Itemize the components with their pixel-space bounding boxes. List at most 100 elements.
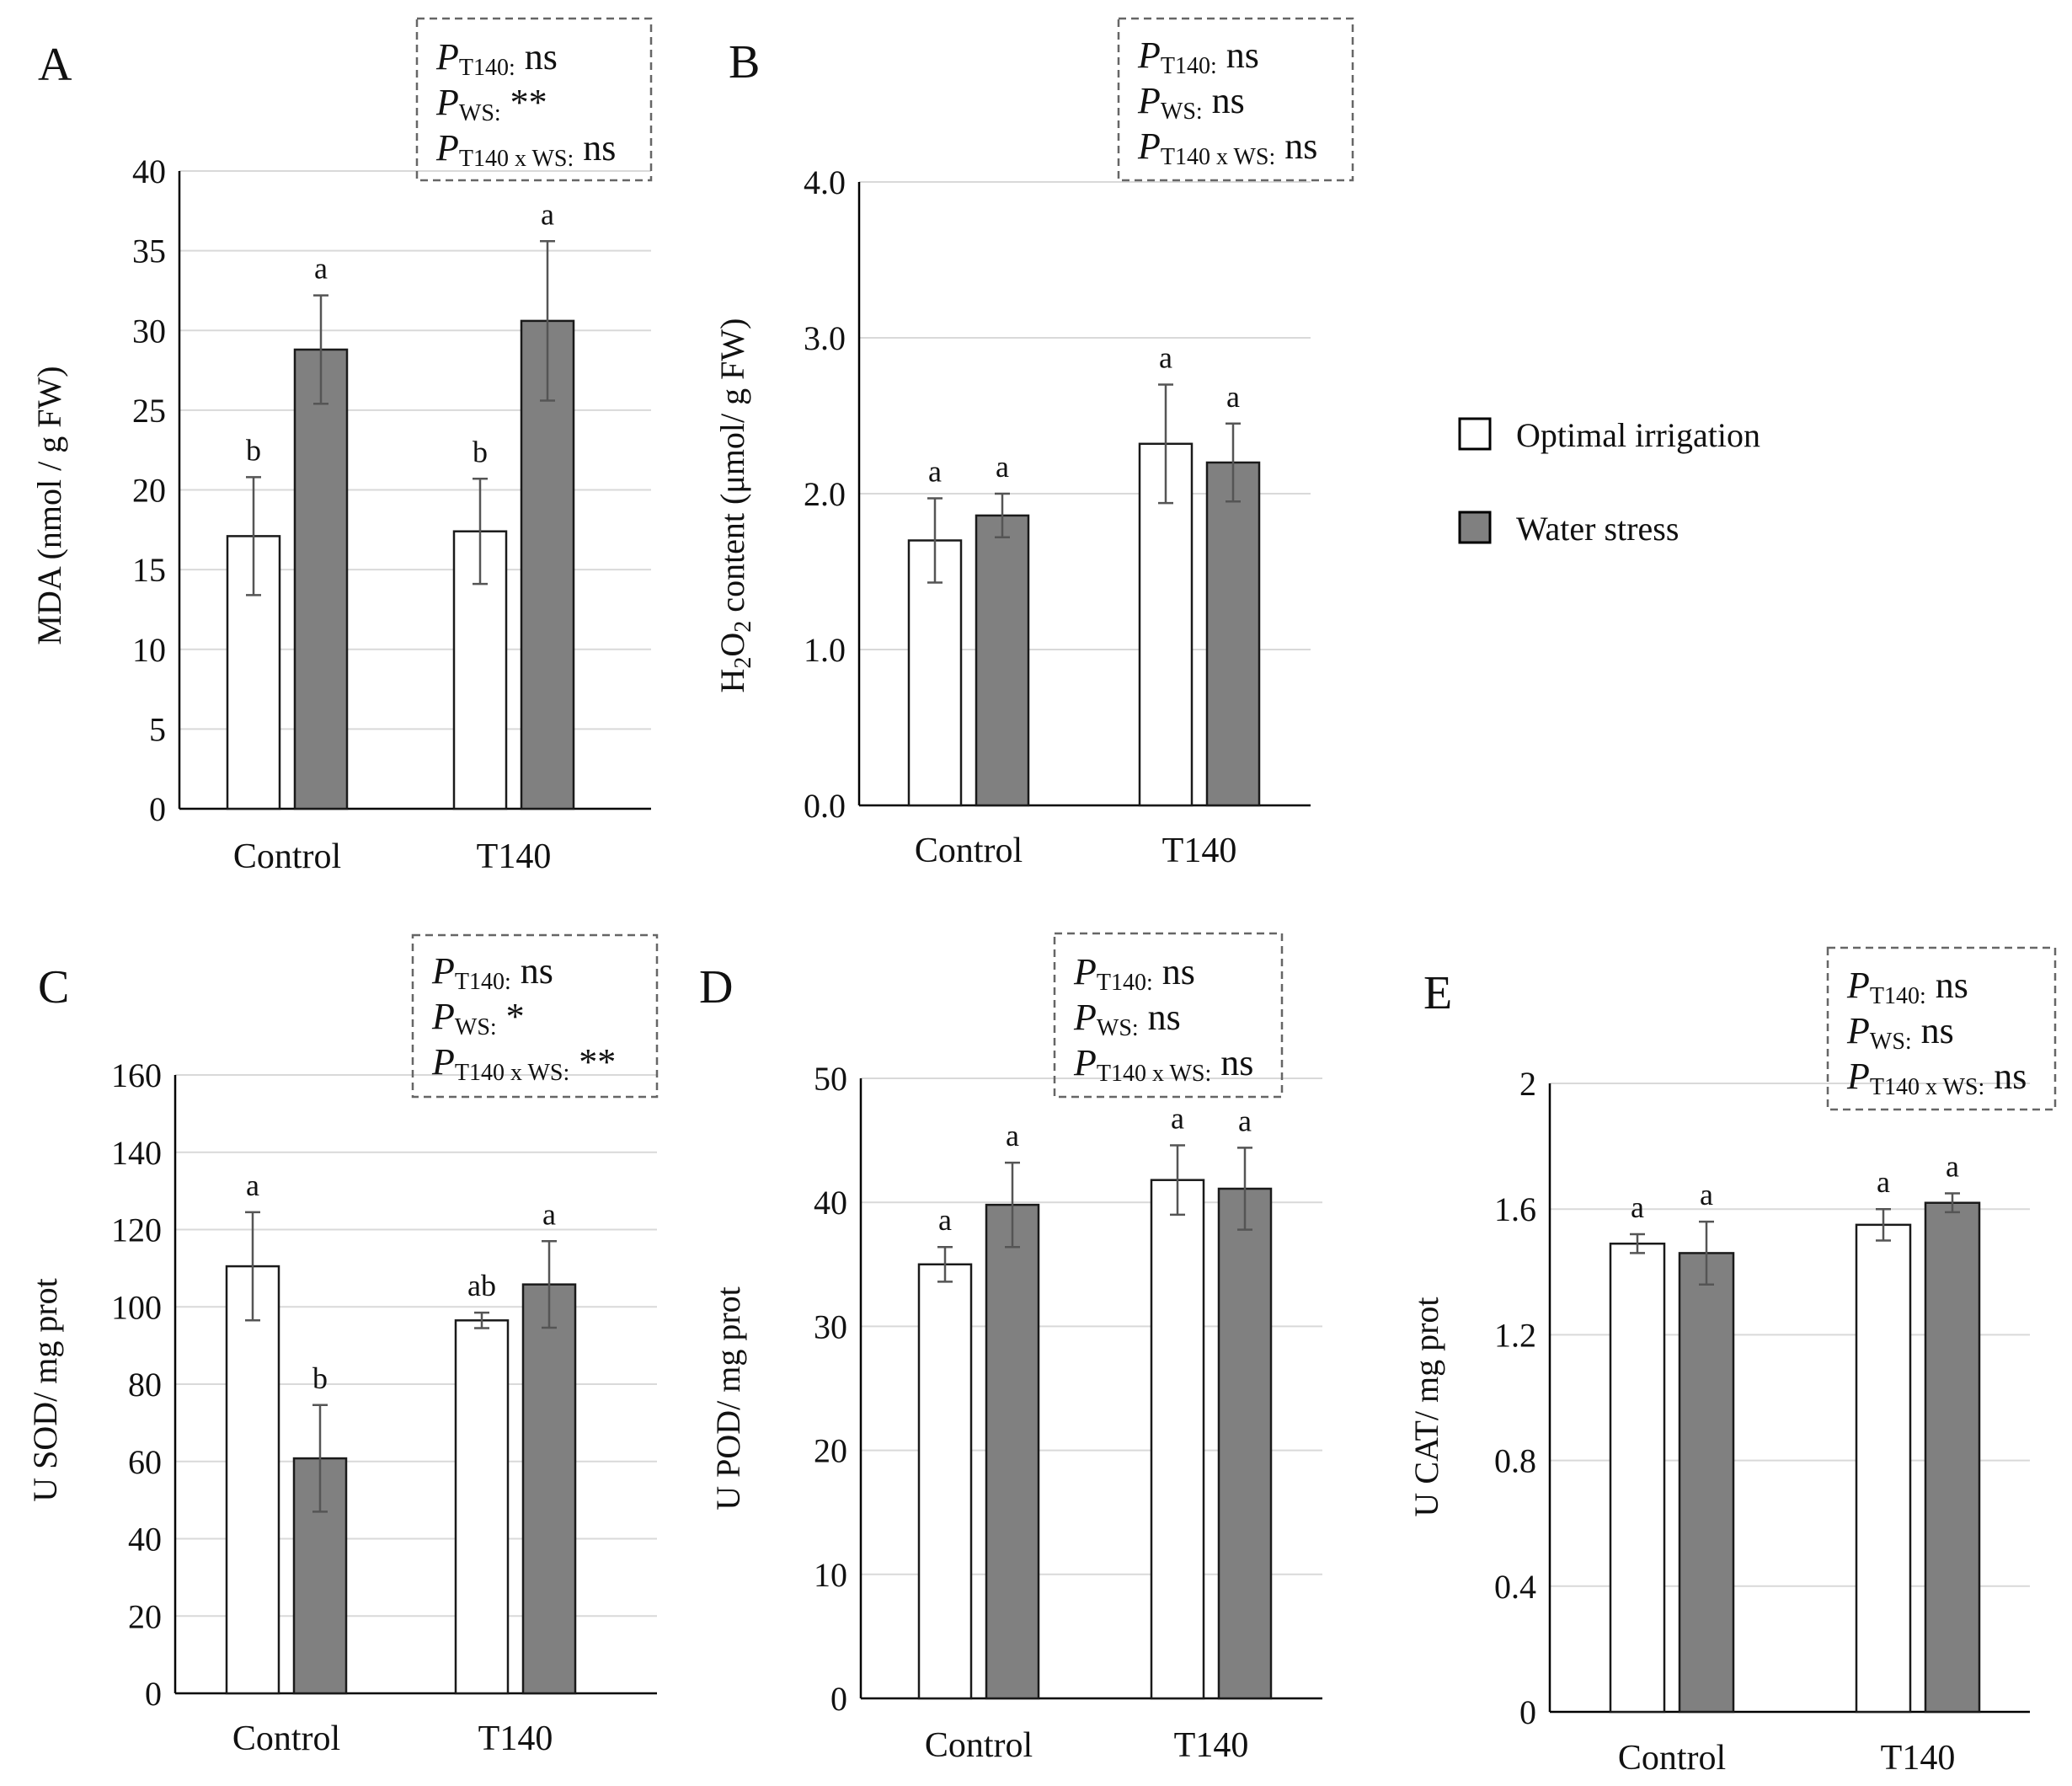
panel-a-ytick-label: 20 xyxy=(132,472,166,510)
panel-d-ytick-label: 0 xyxy=(830,1680,847,1718)
panel-b-stat-ws: PWS: ns xyxy=(1137,80,1245,125)
panel-b-ticks: 0.0 1.0 2.0 3.0 4.0 xyxy=(804,163,846,825)
panel-letter-d: D xyxy=(699,961,733,1013)
panel-d-bar-optimal-control xyxy=(917,1263,973,1700)
legend-swatch-optimal xyxy=(1458,417,1492,451)
panel-d-significance-letter: a xyxy=(1171,1101,1184,1135)
panel-d-ticks: 0 10 20 30 40 50 xyxy=(814,1060,847,1718)
panel-c-bar-water-stress-t140 xyxy=(521,1283,577,1695)
panel-c-ytick-label: 20 xyxy=(128,1597,162,1635)
panel-e-bars: a a a a xyxy=(1609,1150,1981,1714)
panel-a-xcat-t140: T140 xyxy=(477,837,552,876)
panel-c-significance-letter: a xyxy=(246,1168,259,1202)
panel-b-significance-letter: a xyxy=(1159,341,1172,375)
panel-e-ylabel: U CAT/ mg prot xyxy=(1407,1297,1445,1516)
panel-c-significance-letter: ab xyxy=(467,1269,496,1302)
panel-e-ytick-label: 1.6 xyxy=(1494,1190,1536,1228)
panel-a-ytick-label: 30 xyxy=(132,312,166,350)
panel-c-ytick-label: 140 xyxy=(111,1134,162,1172)
panel-d-significance-letter: a xyxy=(1006,1119,1019,1152)
panel-e-bar-water-stress-control xyxy=(1678,1252,1735,1714)
panel-c-stat-ws: PWS: * xyxy=(431,996,525,1040)
panel-b-bars: a a a a xyxy=(907,341,1261,807)
panel-c-ytick-label: 100 xyxy=(111,1288,162,1326)
panel-a-ytick-label: 25 xyxy=(132,392,166,430)
panel-a-bar-water-stress-control xyxy=(293,348,349,810)
panel-c-stat-interaction: PT140 x WS: ** xyxy=(431,1041,616,1086)
panel-a-ytick-label: 35 xyxy=(132,233,166,270)
panel-d-stat-t140: PT140: ns xyxy=(1073,951,1195,996)
panel-e-bar-water-stress-t140 xyxy=(1924,1201,1981,1714)
panel-letter-b: B xyxy=(729,36,760,88)
panel-b-ytick-label: 1.0 xyxy=(804,631,846,669)
panel-d-ytick-label: 40 xyxy=(814,1184,847,1222)
panel-a-significance-letter: a xyxy=(314,252,328,286)
panel-c-significance-letter: a xyxy=(542,1197,556,1231)
panel-c-xcat-t140: T140 xyxy=(478,1719,553,1758)
panel-a-stats-border xyxy=(415,17,653,182)
panel-a-ylabel: MDA (nmol / g FW) xyxy=(30,366,68,644)
panel-a-significance-letter: b xyxy=(473,435,488,468)
panel-b-significance-letter: a xyxy=(1226,380,1240,414)
panel-e-stat-interaction: PT140 x WS: ns xyxy=(1846,1056,2027,1100)
panel-e-stat-t140: PT140: ns xyxy=(1846,965,1968,1009)
panel-d-ylabel: U POD/ mg prot xyxy=(709,1286,747,1511)
panel-c-stat-t140: PT140: ns xyxy=(431,950,553,995)
panel-a-stat-t140: PT140: ns xyxy=(435,36,558,81)
panel-c-ytick-label: 60 xyxy=(128,1443,162,1481)
panel-d-stats-box: PT140: ns PWS: ns PT140 x WS: ns xyxy=(1053,932,1284,1099)
panel-c-xcat-control: Control xyxy=(232,1719,340,1758)
panel-d: D a a a a 0 10 20 30 40 50 Control T140 U POD/ m… xyxy=(699,932,1322,1765)
panel-a-significance-letter: a xyxy=(541,197,554,231)
panel-e-xcat-t140: T140 xyxy=(1881,1739,1956,1778)
panel-a-ytick-label: 10 xyxy=(132,631,166,669)
panel-e-significance-letter: a xyxy=(1877,1165,1890,1199)
panel-b-ytick-label: 3.0 xyxy=(804,319,846,357)
panel-b-xcat-control: Control xyxy=(915,832,1023,870)
panel-d-xcat-control: Control xyxy=(925,1726,1033,1765)
panel-a-bar-optimal-t140 xyxy=(452,530,508,810)
panel-d-ytick-label: 50 xyxy=(814,1060,847,1098)
panel-e: E a a a a 0 0.4 0.8 1.2 1.6 2 Control T140 U CAT… xyxy=(1407,946,2057,1778)
panel-a-xcat-control: Control xyxy=(233,837,341,876)
panel-c-bars: a ab b a xyxy=(225,1168,577,1695)
panel-e-stats-border xyxy=(1826,946,2057,1111)
panel-b-bar-water-stress-control xyxy=(975,514,1030,807)
panel-d-bar-optimal-t140 xyxy=(1150,1179,1205,1700)
panel-letter-e: E xyxy=(1423,967,1452,1019)
panel-d-ytick-label: 20 xyxy=(814,1432,847,1470)
panel-e-xcat-control: Control xyxy=(1618,1739,1726,1778)
panel-e-stats-box: PT140: ns PWS: ns PT140 x WS: ns xyxy=(1826,946,2057,1111)
panel-b-stat-interaction: PT140 x WS: ns xyxy=(1137,126,1317,170)
panel-e-stat-ws: PWS: ns xyxy=(1846,1010,1954,1055)
panel-d-bar-water-stress-control xyxy=(985,1203,1040,1700)
panel-a-significance-letter: b xyxy=(246,433,261,467)
legend: Optimal irrigation Water stress xyxy=(1458,416,1760,548)
panel-a-stat-interaction: PT140 x WS: ns xyxy=(435,127,616,172)
panel-e-ytick-label: 0.8 xyxy=(1494,1442,1536,1480)
panel-e-bar-optimal-t140 xyxy=(1855,1223,1912,1714)
panel-e-significance-letter: a xyxy=(1700,1178,1713,1211)
legend-swatch-water-stress xyxy=(1458,511,1492,544)
panel-c-ytick-label: 160 xyxy=(111,1056,162,1094)
panel-e-significance-letter: a xyxy=(1946,1150,1959,1184)
panel-a-ytick-label: 5 xyxy=(149,710,166,748)
panel-letter-c: C xyxy=(38,961,69,1013)
panel-d-significance-letter: a xyxy=(1238,1104,1252,1137)
panel-b-ytick-label: 2.0 xyxy=(804,475,846,513)
panel-c-stats-box: PT140: ns PWS: * PT140 x WS: ** xyxy=(411,933,659,1099)
panel-b-ylabel: H2O2 content (μmol/ g FW) xyxy=(713,318,756,693)
panel-e-ytick-label: 0.4 xyxy=(1494,1568,1536,1606)
panel-d-xcat-t140: T140 xyxy=(1174,1726,1249,1765)
panel-a-ticks: 0 5 10 15 20 25 30 35 40 xyxy=(132,152,166,828)
panel-d-ytick-label: 30 xyxy=(814,1307,847,1345)
legend-label-optimal: Optimal irrigation xyxy=(1516,416,1760,454)
panel-d-stat-interaction: PT140 x WS: ns xyxy=(1073,1042,1253,1087)
panel-d-significance-letter: a xyxy=(938,1203,952,1237)
panel-b-significance-letter: a xyxy=(928,455,942,489)
panel-e-ytick-label: 0 xyxy=(1519,1693,1536,1731)
panel-c-significance-letter: b xyxy=(312,1361,328,1395)
panel-b-ytick-label: 0.0 xyxy=(804,787,846,825)
panel-e-significance-letter: a xyxy=(1631,1190,1644,1224)
